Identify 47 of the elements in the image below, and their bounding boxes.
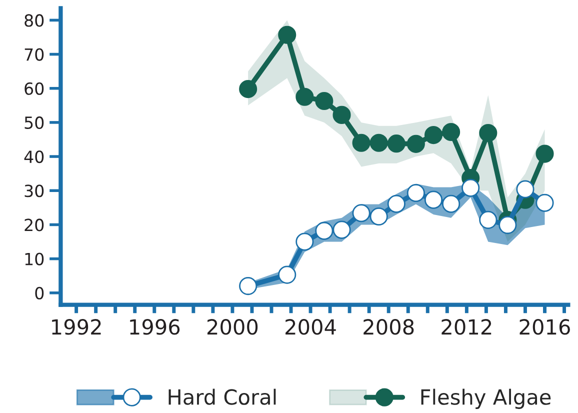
- point: [296, 88, 314, 106]
- point: [536, 144, 554, 163]
- point: [296, 232, 314, 251]
- point: [278, 266, 296, 284]
- point: [424, 126, 443, 144]
- point: [479, 210, 498, 229]
- legend-label: Fleshy Algae: [421, 388, 551, 409]
- point: [424, 190, 443, 209]
- point: [516, 180, 534, 198]
- point: [442, 122, 460, 142]
- point: [387, 194, 406, 213]
- y-tick-label: 30: [24, 184, 44, 198]
- x-tick-label: 2016: [520, 319, 570, 335]
- point: [352, 134, 370, 152]
- y-tick-label: 50: [24, 116, 44, 130]
- x-tick-label: 2008: [364, 319, 414, 335]
- point: [278, 26, 296, 44]
- point: [332, 106, 351, 124]
- point: [239, 80, 258, 98]
- point: [536, 194, 554, 212]
- x-tick-label: 2004: [286, 319, 336, 335]
- point: [370, 134, 388, 152]
- y-tick-label: 80: [24, 14, 44, 27]
- point: [406, 184, 425, 202]
- y-tick-label: 40: [24, 150, 44, 164]
- point: [332, 220, 351, 239]
- y-tick-label: 0: [35, 286, 44, 300]
- point: [315, 92, 334, 110]
- y-tick-label: 20: [24, 218, 44, 232]
- point: [370, 207, 388, 226]
- legend-label: Hard Coral: [168, 388, 276, 405]
- point: [239, 277, 258, 296]
- point: [462, 178, 480, 197]
- y-tick-label: 60: [24, 82, 44, 95]
- y-tick-label: 10: [25, 252, 44, 266]
- x-tick-label: 2000: [207, 319, 258, 335]
- y-tick-label: 70: [24, 48, 44, 61]
- point: [387, 134, 406, 153]
- point: [315, 222, 334, 240]
- point: [498, 216, 517, 234]
- x-tick-label: 1992: [52, 319, 101, 335]
- x-tick-label: 1996: [130, 319, 180, 335]
- point: [352, 204, 370, 222]
- point: [442, 194, 460, 213]
- x-tick-label: 2012: [442, 319, 492, 335]
- point: [479, 124, 498, 142]
- point: [406, 134, 425, 153]
